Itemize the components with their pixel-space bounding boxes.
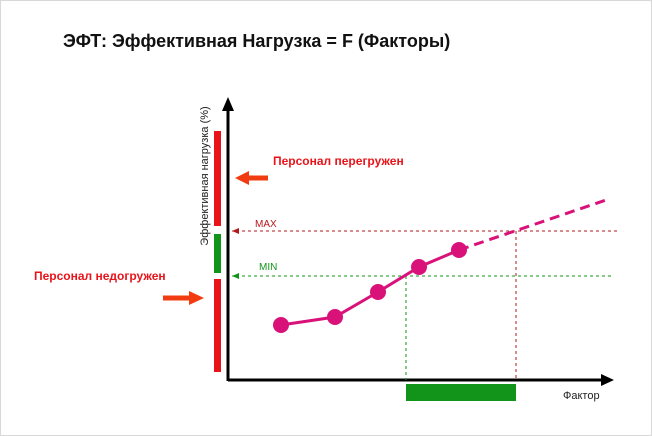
min-level-label: MIN (259, 262, 277, 273)
y-axis (222, 97, 234, 381)
diagram-title: ЭФТ: Эффективная Нагрузка = F (Факторы) (63, 31, 451, 51)
max-level-label: MAX (255, 219, 277, 230)
y-axis-arrowhead (222, 97, 234, 111)
curve-point (327, 309, 343, 325)
load-curve-extrapolation (458, 197, 610, 252)
y-axis-label: Эффективная нагрузка (%) (199, 106, 211, 245)
x-axis-label: Фактор (563, 390, 600, 402)
load-curve (280, 248, 460, 327)
underload-zone-bar (214, 279, 221, 372)
optimal-zone-bar (214, 234, 221, 273)
factor-optimal-range-bar (406, 384, 516, 401)
overloaded-arrow-icon (235, 171, 268, 185)
underloaded-arrow-icon (163, 291, 204, 305)
overloaded-annotation: Персонал перегружен (273, 154, 404, 168)
curve-point (411, 259, 427, 275)
overload-zone-bar (214, 131, 221, 226)
x-axis-arrowhead (601, 374, 614, 386)
curve-point (451, 242, 467, 258)
curve-point (273, 317, 289, 333)
curve-point (370, 284, 386, 300)
underloaded-annotation: Персонал недогружен (34, 269, 166, 283)
x-axis (228, 374, 614, 386)
